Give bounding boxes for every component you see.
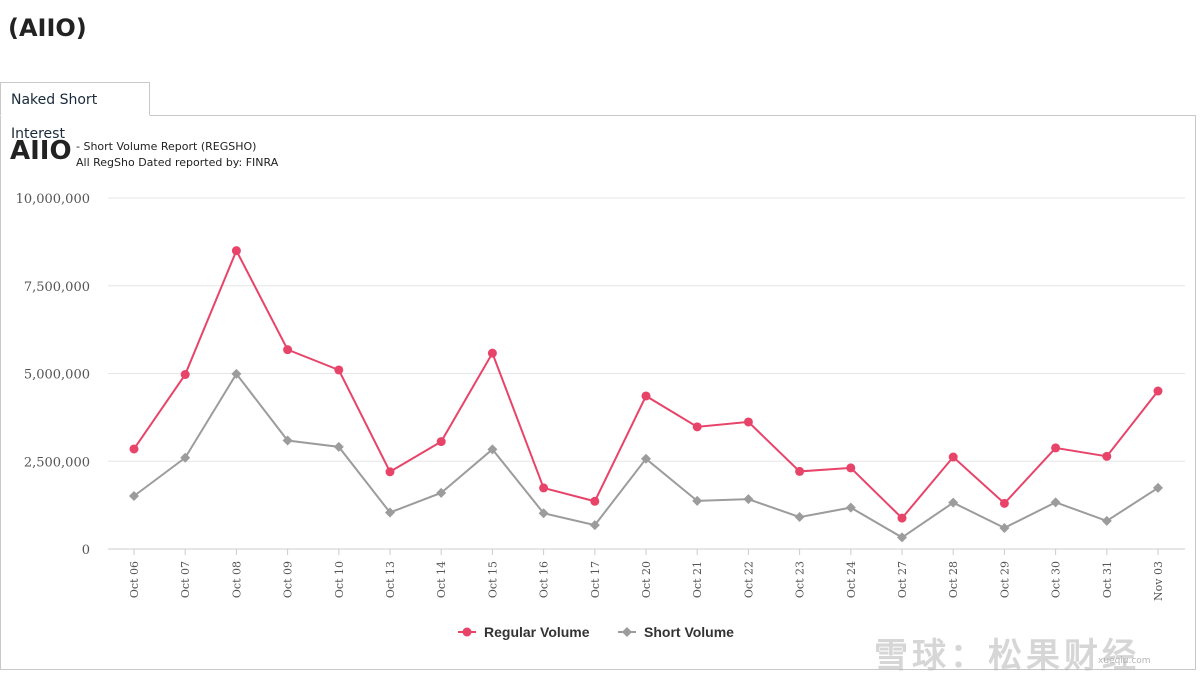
x-tick-label: Oct 20 [640,561,653,598]
data-point [385,467,395,477]
y-tick-label: 0 [82,543,90,558]
x-tick-label: Oct 28 [947,561,960,598]
data-point [897,513,907,523]
data-point [1051,443,1061,453]
legend-marker [462,627,472,637]
report-source-line: All RegSho Dated reported by: FINRA [76,156,279,169]
data-point [1101,515,1112,526]
x-tick-label: Oct 29 [998,561,1011,598]
data-point [743,494,754,505]
data-point [539,483,549,493]
watermark-url: xueqiu.com [1098,656,1151,666]
data-point [436,487,447,498]
x-tick-label: Oct 16 [538,561,551,598]
data-point [641,453,651,464]
page-title: (AIIO) [8,14,87,42]
data-point [589,520,600,531]
x-tick-label: Oct 09 [282,561,295,598]
legend-marker [622,627,632,637]
x-tick-label: Nov 03 [1152,561,1165,601]
y-tick-label: 10,000,000 [16,192,90,207]
x-tick-label: Oct 17 [589,561,602,598]
x-tick-label: Oct 08 [230,561,243,598]
data-point [948,452,958,462]
data-point [538,508,549,519]
x-tick-label: Oct 22 [742,561,755,598]
data-point [283,345,293,355]
series-line [133,248,1159,520]
data-point [1050,497,1061,508]
data-point [999,522,1010,533]
data-point [743,417,753,427]
x-tick-label: Oct 23 [794,561,807,598]
x-tick-label: Oct 21 [691,561,704,598]
data-point [692,422,702,432]
x-tick-label: Oct 10 [333,561,346,598]
data-point [845,502,856,513]
x-tick-label: Oct 07 [179,561,192,598]
legend-label: Regular Volume [484,624,590,640]
data-point [231,368,242,379]
legend-label: Short Volume [644,624,734,640]
data-point [1153,482,1163,493]
y-tick-label: 5,000,000 [24,368,90,383]
y-tick-label: 7,500,000 [24,280,90,295]
y-tick-label: 2,500,000 [24,455,90,470]
data-point [1102,451,1112,461]
x-tick-label: Oct 31 [1101,561,1114,598]
tab-naked-short-interest[interactable]: Naked Short Interest [0,82,150,142]
x-tick-label: Oct 06 [128,561,141,598]
data-point [436,437,446,447]
data-point [385,507,395,518]
data-point [129,490,139,501]
data-point [180,370,190,380]
ticker-symbol: AIIO [10,136,72,166]
data-point [231,246,241,256]
report-title-line: - Short Volume Report (REGSHO) [76,140,257,153]
data-point [846,463,856,473]
data-point [641,391,651,401]
watermark-text: 雪球：松果财经 [874,636,1140,676]
data-point [1153,386,1163,396]
data-point [590,496,600,506]
data-point [180,452,191,463]
x-tick-label: Oct 30 [1050,561,1063,598]
data-point [334,365,344,375]
report-subtitle: - Short Volume Report (REGSHO) All RegSh… [76,139,278,171]
data-point [948,497,959,508]
x-tick-label: Oct 15 [486,561,499,598]
data-point [897,532,907,543]
data-point [487,444,498,455]
data-point [282,435,293,446]
data-point [794,512,805,523]
chart-panel [0,115,1196,670]
data-point [795,466,805,476]
data-point [129,444,139,454]
x-tick-label: Oct 14 [435,561,448,598]
x-tick-label: Oct 27 [896,561,909,598]
data-point [692,495,703,506]
data-point [333,441,344,452]
x-tick-label: Oct 24 [845,561,858,598]
data-point [999,498,1009,508]
data-point [487,348,497,358]
x-tick-label: Oct 13 [384,561,397,598]
